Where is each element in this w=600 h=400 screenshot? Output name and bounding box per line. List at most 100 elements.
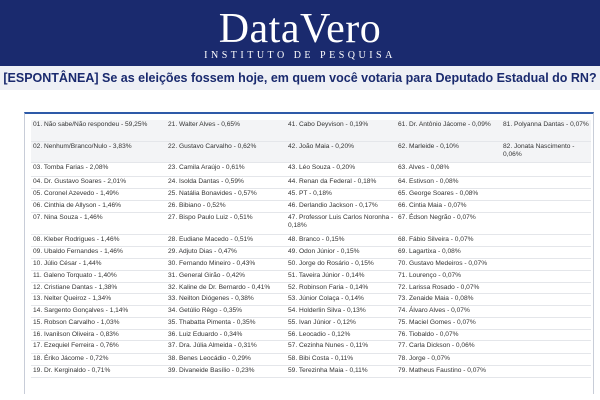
question: [ESPONTÂNEA] Se as eleições fossem hoje,… — [0, 66, 600, 90]
table-cell: 07. Nina Souza - 1,46% — [31, 213, 166, 235]
table-cell: 68. Fábio Silveira - 0,07% — [396, 235, 501, 247]
table-cell: 11. Galeno Torquato - 1,40% — [31, 271, 166, 283]
table-cell — [501, 247, 591, 259]
table-cell: 33. Neilton Diógenes - 0,38% — [166, 294, 286, 306]
table-cell: 81. Polyanna Dantas - 0,07% — [501, 120, 591, 142]
table-cell: 41. Cabo Deyvison - 0,19% — [286, 120, 396, 142]
table-cell — [501, 235, 591, 247]
table-cell: 31. General Girão - 0,42% — [166, 271, 286, 283]
table-cell: 29. Adjuto Dias - 0,47% — [166, 247, 286, 259]
table-cell: 09. Ubaldo Fernandes - 1,46% — [31, 247, 166, 259]
table-cell: 73. Zenaide Maia - 0,08% — [396, 294, 501, 306]
table-cell: 70. Gustavo Medeiros - 0,07% — [396, 259, 501, 271]
table-cell: 28. Eudiane Macedo - 0,51% — [166, 235, 286, 247]
table-cell: 26. Bibiano - 0,52% — [166, 201, 286, 213]
table-cell: 22. Gustavo Carvalho - 0,62% — [166, 142, 286, 163]
table-cell: 55. Ivan Júnior - 0,12% — [286, 318, 396, 330]
table-cell: 15. Robson Carvalho - 1,03% — [31, 318, 166, 330]
table-cell: 21. Walter Alves - 0,65% — [166, 120, 286, 142]
table-cell: 14. Sargento Gonçalves - 1,14% — [31, 306, 166, 318]
table-cell: 46. Derlandio Jackson - 0,17% — [286, 201, 396, 213]
table-cell: 23. Camila Araújo - 0,61% — [166, 163, 286, 177]
table-cell: 71. Lourenço - 0,07% — [396, 271, 501, 283]
results-table: 01. Não sabe/Não respondeu - 59,25% 21. W… — [31, 120, 591, 378]
table-cell: 62. Marleide - 0,10% — [396, 142, 501, 163]
table-cell: 77. Carla Dickson - 0,06% — [396, 341, 501, 354]
table-cell — [501, 259, 591, 271]
table-cell: 74. Álvaro Alves - 0,07% — [396, 306, 501, 318]
table-cell — [501, 354, 591, 366]
table-cell: 35. Thabatta Pimenta - 0,35% — [166, 318, 286, 330]
table-cell: 12. Cristiane Dantas - 1,38% — [31, 283, 166, 294]
table-cell: 72. Larissa Rosado - 0,07% — [396, 283, 501, 294]
table-cell: 03. Tomba Farias - 2,08% — [31, 163, 166, 177]
table-cell: 08. Kleber Rodrigues - 1,46% — [31, 235, 166, 247]
table-cell: 76. Tiobaldo - 0,07% — [396, 330, 501, 341]
table-cell: 05. Coronel Azevedo - 1,49% — [31, 189, 166, 201]
table-cell: 18. Ériko Jácome - 0,72% — [31, 354, 166, 366]
table-cell: 30. Fernando Mineiro - 0,43% — [166, 259, 286, 271]
table-cell: 27. Bispo Paulo Luiz - 0,51% — [166, 213, 286, 235]
table-cell: 53. Júnior Colaça - 0,14% — [286, 294, 396, 306]
table-cell: 06. Cinthia de Allyson - 1,46% — [31, 201, 166, 213]
table-cell: 82. Jonata Nascimento - 0,06% — [501, 142, 591, 163]
table-cell: 45. PT - 0,18% — [286, 189, 396, 201]
table-cell: 58. Bibi Costa - 0,11% — [286, 354, 396, 366]
logo: DataVero — [218, 6, 382, 52]
table-cell: 67. Édson Negrão - 0,07% — [396, 213, 501, 235]
table-cell: 52. Robinson Faria - 0,14% — [286, 283, 396, 294]
table-cell: 17. Ezequiel Ferreira - 0,76% — [31, 341, 166, 354]
table-cell: 01. Não sabe/Não respondeu - 59,25% — [31, 120, 166, 142]
table-cell: 69. Lagartixa - 0,08% — [396, 247, 501, 259]
table-cell: 56. Leocadio - 0,12% — [286, 330, 396, 341]
table-cell — [501, 201, 591, 213]
table-cell — [501, 330, 591, 341]
table-cell — [501, 306, 591, 318]
table-cell: 24. Isolda Dantas - 0,59% — [166, 177, 286, 189]
table-cell: 65. George Soares - 0,08% — [396, 189, 501, 201]
table-cell: 47. Professor Luis Carlos Noronha - 0,18… — [286, 213, 396, 235]
table-cell: 36. Luiz Eduardo - 0,34% — [166, 330, 286, 341]
table-cell: 16. Ivanilson Oliveira - 0,83% — [31, 330, 166, 341]
table-cell: 37. Dra. Júlia Almeida - 0,31% — [166, 341, 286, 354]
table-cell — [501, 213, 591, 235]
table-cell — [501, 177, 591, 189]
table-cell: 57. Cezinha Nunes - 0,11% — [286, 341, 396, 354]
table-cell — [501, 366, 591, 378]
table-cell: 32. Kaline de Dr. Bernardo - 0,41% — [166, 283, 286, 294]
table-cell — [501, 189, 591, 201]
table-cell: 78. Jorge - 0,07% — [396, 354, 501, 366]
table-cell — [501, 318, 591, 330]
results-panel: 01. Não sabe/Não respondeu - 59,25% 21. W… — [24, 112, 594, 394]
table-cell: 64. Estivson - 0,08% — [396, 177, 501, 189]
table-cell — [501, 271, 591, 283]
banner: DataVero INSTITUTO DE PESQUISA — [0, 0, 600, 66]
table-cell — [501, 163, 591, 177]
table-cell: 02. Nenhum/Branco/Nulo - 3,83% — [31, 142, 166, 163]
table-cell: 66. Cintia Maia - 0,07% — [396, 201, 501, 213]
table-cell: 50. Jorge do Rosário - 0,15% — [286, 259, 396, 271]
tagline: INSTITUTO DE PESQUISA — [204, 50, 396, 61]
table-cell: 25. Natália Bonavides - 0,57% — [166, 189, 286, 201]
table-cell: 43. Léo Souza - 0,20% — [286, 163, 396, 177]
table-cell: 39. Divaneide Basílio - 0,23% — [166, 366, 286, 378]
table-cell: 48. Branco - 0,15% — [286, 235, 396, 247]
table-cell: 79. Matheus Faustino - 0,07% — [396, 366, 501, 378]
table-cell — [501, 294, 591, 306]
table-cell: 49. Odon Júnior - 0,15% — [286, 247, 396, 259]
table-cell: 61. Dr. Antônio Jácome - 0,09% — [396, 120, 501, 142]
table-cell: 51. Taveira Júnior - 0,14% — [286, 271, 396, 283]
table-cell: 19. Dr. Kerginaldo - 0,71% — [31, 366, 166, 378]
table-cell: 75. Maciel Gomes - 0,07% — [396, 318, 501, 330]
table-cell: 04. Dr. Gustavo Soares - 2,01% — [31, 177, 166, 189]
table-cell: 63. Alves - 0,08% — [396, 163, 501, 177]
table-cell: 59. Terezinha Maia - 0,11% — [286, 366, 396, 378]
table-cell: 34. Getúlio Rêgo - 0,35% — [166, 306, 286, 318]
table-cell: 44. Renan da Federal - 0,18% — [286, 177, 396, 189]
table-cell: 13. Nelter Queiroz - 1,34% — [31, 294, 166, 306]
table-cell: 42. João Maia - 0,20% — [286, 142, 396, 163]
table-cell — [501, 341, 591, 354]
table-cell: 54. Holderlin Silva - 0,13% — [286, 306, 396, 318]
table-cell — [501, 283, 591, 294]
